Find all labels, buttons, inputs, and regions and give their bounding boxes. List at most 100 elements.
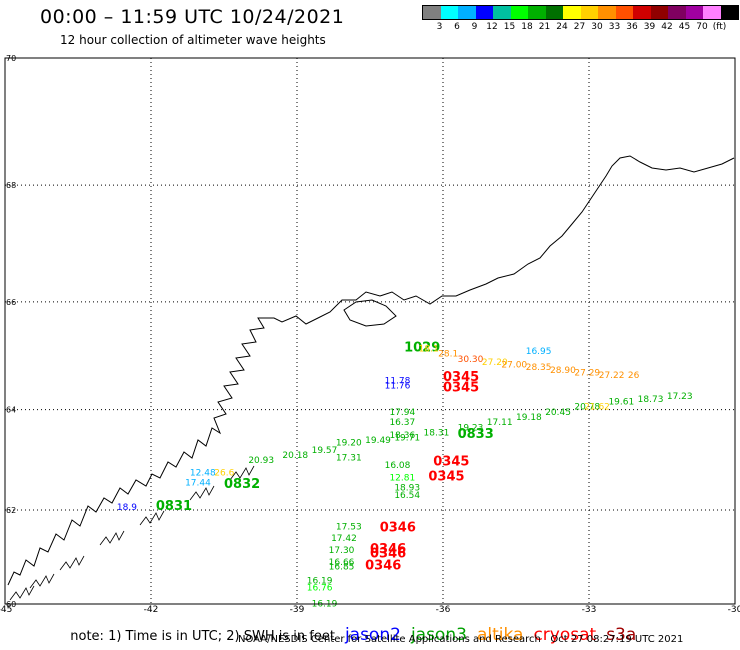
wave-height-label: 17.44 xyxy=(185,479,211,489)
longitude-label: -45 xyxy=(0,605,12,615)
wave-height-label: 18.73 xyxy=(638,395,664,405)
wave-height-label: 28.1 xyxy=(438,350,458,360)
longitude-label: -30 xyxy=(728,605,740,615)
wave-height-label: 11.76 xyxy=(385,382,411,392)
color-scale-label: 33 xyxy=(608,22,621,32)
wave-height-label: 0346 xyxy=(380,521,416,536)
color-scale-label: 12 xyxy=(486,22,498,32)
wave-height-label: 18.36 xyxy=(389,431,415,441)
color-swatch xyxy=(685,6,703,19)
wave-height-label: 12.81 xyxy=(389,474,415,484)
latitude-label: 68 xyxy=(6,181,16,190)
color-scale: 3 6 9 12 15 18 21 24 27 30 33 36 39 42 45 70 (ft) xyxy=(422,5,739,32)
color-scale-labels: 3 6 9 12 15 18 21 24 27 30 33 36 39 42 45 70 (ft) xyxy=(422,20,739,32)
island-outline xyxy=(343,299,397,327)
wave-height-label: 17.11 xyxy=(487,418,513,428)
color-scale-label: 6 xyxy=(454,22,460,32)
wave-height-label: 0345 xyxy=(443,380,479,395)
color-scale-label: 3 xyxy=(436,22,443,32)
color-swatch xyxy=(703,6,721,19)
fjord-detail xyxy=(139,510,165,526)
wave-height-label: 0345 xyxy=(428,470,464,485)
wave-height-label: 17.53 xyxy=(336,522,362,532)
color-swatch xyxy=(545,6,563,19)
wave-height-label: 27.20 xyxy=(482,358,508,368)
color-swatch xyxy=(598,6,616,19)
wave-height-label: 0832 xyxy=(224,477,260,492)
legend-satellite-altika: altika xyxy=(476,625,524,645)
wave-height-label: 20.45 xyxy=(545,408,571,418)
wave-height-label: 17.30 xyxy=(329,546,355,556)
map-subtitle: 12 hour collection of altimeter wave hei… xyxy=(60,33,326,47)
wave-height-label: 30.30 xyxy=(458,355,484,365)
greenland-coastline xyxy=(7,155,735,586)
wave-height-label: 16.95 xyxy=(526,347,552,357)
wave-height-label: 26 xyxy=(628,371,640,381)
fjord-detail xyxy=(189,485,215,501)
fjord-detail xyxy=(229,465,255,481)
wave-height-label: 27.00 xyxy=(501,360,527,370)
wave-height-label: 0831 xyxy=(156,499,192,514)
wave-height-label: 20.78 xyxy=(574,403,600,413)
wave-height-label: 1029 xyxy=(404,340,440,355)
latitude-label: 70 xyxy=(6,54,16,63)
axis-labels: -45 -42 -39 -36 -33 -30 70 68 66 64 62 60 xyxy=(0,54,740,615)
color-scale-label: 9 xyxy=(471,22,478,32)
color-swatch xyxy=(668,6,686,19)
longitude-label: -42 xyxy=(144,605,159,615)
wave-height-label: 19.23 xyxy=(458,423,484,433)
wave-height-label: 28.35 xyxy=(526,363,552,373)
map-grid xyxy=(5,58,735,604)
wave-height-label: 18.93 xyxy=(394,483,420,493)
wave-height-label: 0346 xyxy=(365,558,401,573)
fjord-detail xyxy=(29,573,55,589)
color-scale-label: 21 xyxy=(538,22,551,32)
wave-height-label: 19.57 xyxy=(312,446,338,456)
map-title: 00:00 – 11:59 UTC 10/24/2021 xyxy=(40,6,345,28)
wave-height-label: 16.19 xyxy=(307,576,333,586)
wave-height-label: 19.61 xyxy=(608,397,634,407)
map-frame xyxy=(4,57,736,605)
color-swatch xyxy=(615,6,633,19)
wave-height-label: 20.93 xyxy=(248,456,274,466)
wave-height-label: 17.94 xyxy=(389,408,415,418)
coastline xyxy=(7,155,735,601)
footer-credit: NOAA/NESDIS Center for Satellite Applica… xyxy=(238,634,541,645)
wave-height-label: 0345 xyxy=(443,370,479,385)
color-scale-label: 39 xyxy=(643,22,656,32)
fjord-detail xyxy=(99,530,125,546)
color-scale-label: 24 xyxy=(556,22,568,32)
wave-height-label: 19.71 xyxy=(394,433,420,443)
color-scale-label: 30 xyxy=(591,22,603,32)
color-swatch xyxy=(440,6,458,19)
latitude-label: 62 xyxy=(6,506,16,515)
color-swatch xyxy=(563,6,581,19)
color-swatch xyxy=(633,6,651,19)
latitude-label: 66 xyxy=(6,298,16,307)
wave-height-label: 21.62 xyxy=(584,403,610,413)
legend-satellite-cryosat: cryosat xyxy=(533,625,597,645)
longitude-label: -36 xyxy=(436,605,451,615)
longitude-label: -39 xyxy=(290,605,305,615)
wave-height-label: 17.23 xyxy=(667,392,693,402)
wave-height-label: 19.20 xyxy=(336,439,362,449)
wave-height-label: 0833 xyxy=(458,427,494,442)
wave-height-label: 0346 xyxy=(370,547,406,562)
wave-height-label: 16.37 xyxy=(389,418,415,428)
legend-satellite-jason2: jason2 xyxy=(344,625,401,645)
wave-height-label: 16.66 xyxy=(329,558,355,568)
wave-height-label: 19.18 xyxy=(516,413,542,423)
legend-satellite-s3a: s3a xyxy=(606,625,637,645)
wave-height-label: 16.08 xyxy=(385,461,411,471)
legend: note: 1) Time is in UTC; 2) SWH is in fe… xyxy=(62,610,636,645)
color-scale-label: 45 xyxy=(678,22,691,32)
observation-labels: 16.95 102918.128.130.3027.2027.0028.3528.… xyxy=(117,340,693,609)
color-swatch xyxy=(475,6,493,19)
wave-height-label: 12.48 xyxy=(190,469,216,479)
color-scale-label: 27 xyxy=(573,22,586,32)
color-swatch xyxy=(423,6,441,19)
color-scale-label: (ft) xyxy=(712,22,727,32)
color-scale-label: 36 xyxy=(626,22,638,32)
color-scale-label: 15 xyxy=(503,22,516,32)
